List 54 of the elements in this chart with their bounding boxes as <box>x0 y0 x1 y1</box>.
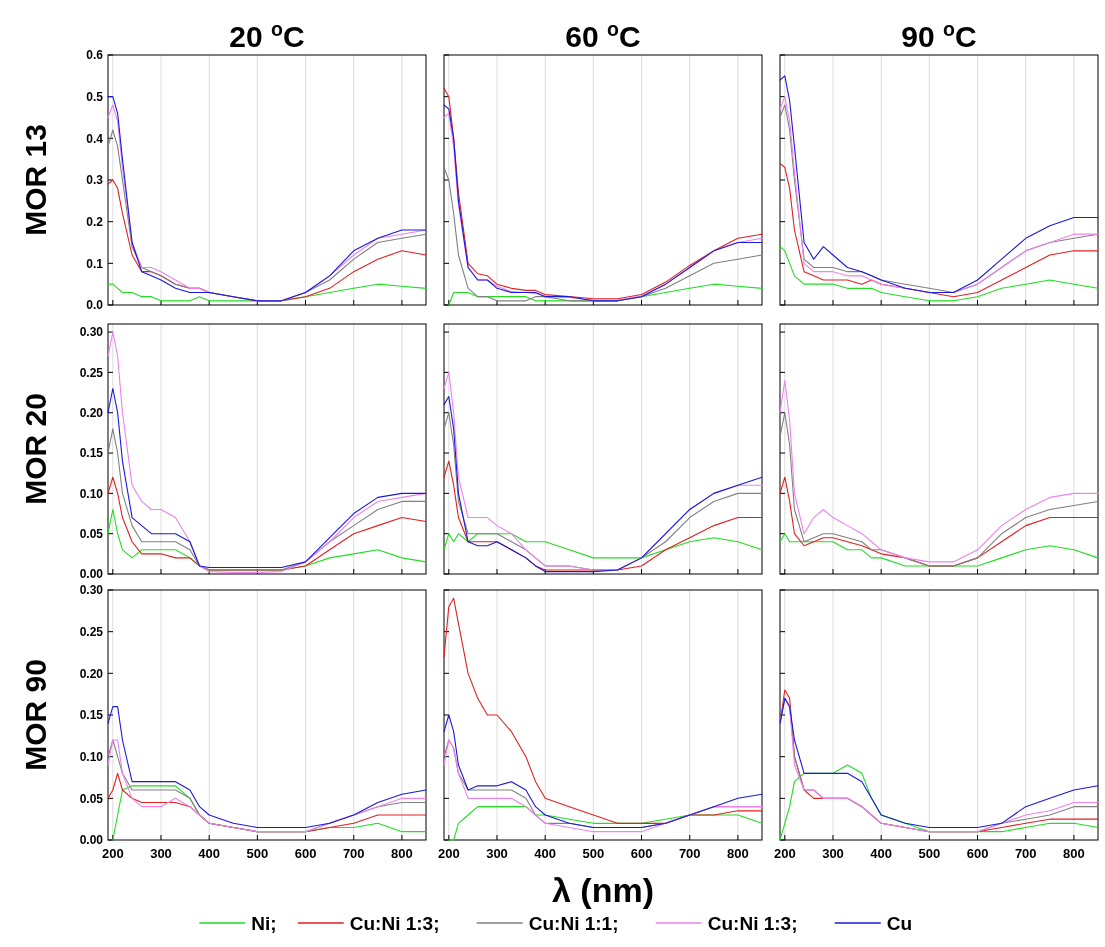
x-tick-label: 700 <box>1014 846 1037 861</box>
x-tick-label: 400 <box>534 846 557 861</box>
y-axis-title: MOR 20 <box>19 393 52 505</box>
x-tick-label: 800 <box>391 846 413 861</box>
x-tick-label: 400 <box>198 846 221 861</box>
y-tick-label: 0.05 <box>79 791 104 806</box>
y-tick-label: 0.20 <box>79 666 104 681</box>
x-tick-label: 600 <box>966 846 989 861</box>
y-tick-label: 0.4 <box>86 131 104 146</box>
y-tick-label: 0.3 <box>86 173 104 188</box>
y-tick-label: 0.10 <box>79 486 104 501</box>
x-tick-label: 200 <box>101 846 124 861</box>
x-tick-label: 500 <box>246 846 269 861</box>
y-axis-title: MOR 13 <box>19 124 52 236</box>
y-tick-label: 0.15 <box>79 446 104 461</box>
x-axis-title: λ (nm) <box>552 871 654 909</box>
x-tick-label: 500 <box>918 846 941 861</box>
y-tick-label: 0.00 <box>79 567 104 582</box>
x-tick-label: 600 <box>630 846 653 861</box>
x-tick-label: 800 <box>1063 846 1085 861</box>
x-tick-label: 800 <box>727 846 749 861</box>
x-tick-label: 700 <box>678 846 701 861</box>
y-tick-label: 0.15 <box>79 708 104 723</box>
y-tick-label: 0.30 <box>79 325 104 340</box>
y-tick-label: 0.10 <box>79 749 104 764</box>
x-tick-label: 700 <box>342 846 365 861</box>
legend-label: Cu:Ni 1:1; <box>528 912 619 934</box>
x-tick-label: 300 <box>822 846 844 861</box>
chart-title: 90 $^{o}$C <box>901 18 977 53</box>
chart-title: 60 $^{o}$C <box>565 18 641 53</box>
y-tick-label: 0.25 <box>79 365 104 380</box>
y-tick-label: 0.30 <box>79 583 104 598</box>
y-tick-label: 0.05 <box>79 526 104 541</box>
y-tick-label: 0.20 <box>79 405 104 420</box>
y-tick-label: 0.6 <box>86 48 104 63</box>
y-tick-label: 0.0 <box>86 298 104 313</box>
legend-label: Cu <box>886 912 913 934</box>
x-tick-label: 600 <box>294 846 317 861</box>
legend-label: Cu:Ni 1:3; <box>349 912 440 934</box>
y-tick-label: 0.25 <box>79 624 104 639</box>
x-tick-label: 400 <box>870 846 893 861</box>
x-tick-label: 200 <box>773 846 796 861</box>
x-tick-label: 500 <box>582 846 605 861</box>
legend-label: Cu:Ni 1:3; <box>707 912 798 934</box>
x-tick-label: 300 <box>486 846 508 861</box>
chart-title: 20 $^{o}$C <box>229 18 305 53</box>
legend-label: Ni; <box>251 912 277 934</box>
y-axis-title: MOR 90 <box>19 659 52 771</box>
x-tick-label: 200 <box>437 846 460 861</box>
x-tick-label: 300 <box>150 846 172 861</box>
y-tick-label: 0.1 <box>86 256 104 271</box>
y-tick-label: 0.2 <box>86 214 104 229</box>
y-tick-label: 0.00 <box>79 833 104 848</box>
y-tick-label: 0.5 <box>86 89 104 104</box>
